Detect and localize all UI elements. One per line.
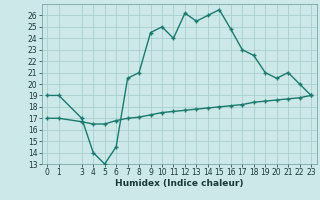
- X-axis label: Humidex (Indice chaleur): Humidex (Indice chaleur): [115, 179, 244, 188]
